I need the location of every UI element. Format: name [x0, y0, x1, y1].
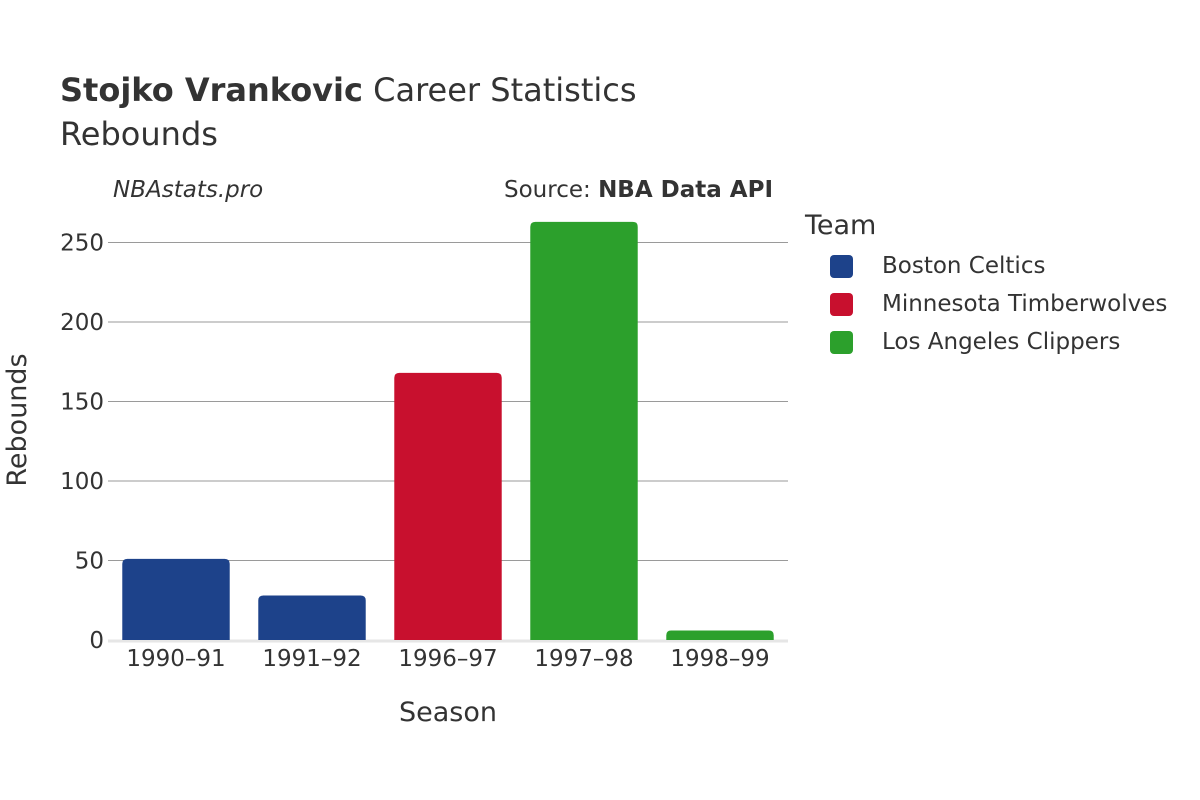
legend-label: Boston Celtics [882, 253, 1046, 279]
y-tick-labels: 0 50 100 150 200 250 [60, 231, 104, 655]
y-tick-label: 250 [60, 231, 104, 257]
y-axis-label: Rebounds [2, 353, 33, 486]
bars [122, 221, 774, 640]
x-tick-labels: 1990–91 1991–92 1996–97 1997–98 1998–99 [126, 646, 769, 672]
source-credit: Source: NBA Data API [504, 177, 773, 203]
legend-label: Minnesota Timberwolves [882, 291, 1168, 317]
x-tick-label: 1998–99 [670, 646, 769, 672]
y-tick-label: 200 [60, 310, 104, 336]
legend-item-boston-celtics[interactable]: Boston Celtics [830, 253, 1046, 279]
x-tick-label: 1991–92 [262, 646, 361, 672]
bar-1998–99[interactable] [666, 630, 774, 640]
chart-title: Stojko Vrankovic Career Statistics [60, 68, 637, 112]
x-tick-label: 1997–98 [534, 646, 633, 672]
y-tick-label: 150 [60, 390, 104, 416]
watermark: NBAstats.pro [113, 177, 264, 203]
legend-label: Los Angeles Clippers [882, 329, 1121, 355]
y-tick-label: 0 [89, 628, 104, 654]
x-tick-label: 1990–91 [126, 646, 225, 672]
y-tick-label: 50 [75, 549, 104, 575]
bar-1990–91[interactable] [122, 558, 230, 640]
title-suffix: Career Statistics [362, 71, 637, 109]
legend-title: Team [805, 210, 877, 241]
source-prefix: Source: [504, 177, 599, 203]
bar-1997–98[interactable] [530, 221, 638, 640]
y-tick-label: 100 [60, 469, 104, 495]
player-name: Stojko Vrankovic [60, 71, 363, 109]
bar-1991–92[interactable] [258, 595, 366, 640]
legend-swatch [830, 254, 853, 278]
legend-item-los-angeles-clippers[interactable]: Los Angeles Clippers [830, 329, 1121, 355]
legend-swatch [830, 292, 853, 316]
source-name: NBA Data API [598, 177, 773, 203]
x-axis-label: Season [399, 697, 497, 728]
legend-swatch [830, 330, 853, 354]
chart-subtitle: Rebounds [60, 115, 218, 153]
x-tick-label: 1996–97 [398, 646, 497, 672]
bar-1996–97[interactable] [394, 372, 502, 640]
legend-item-minnesota-timberwolves[interactable]: Minnesota Timberwolves [830, 291, 1168, 317]
